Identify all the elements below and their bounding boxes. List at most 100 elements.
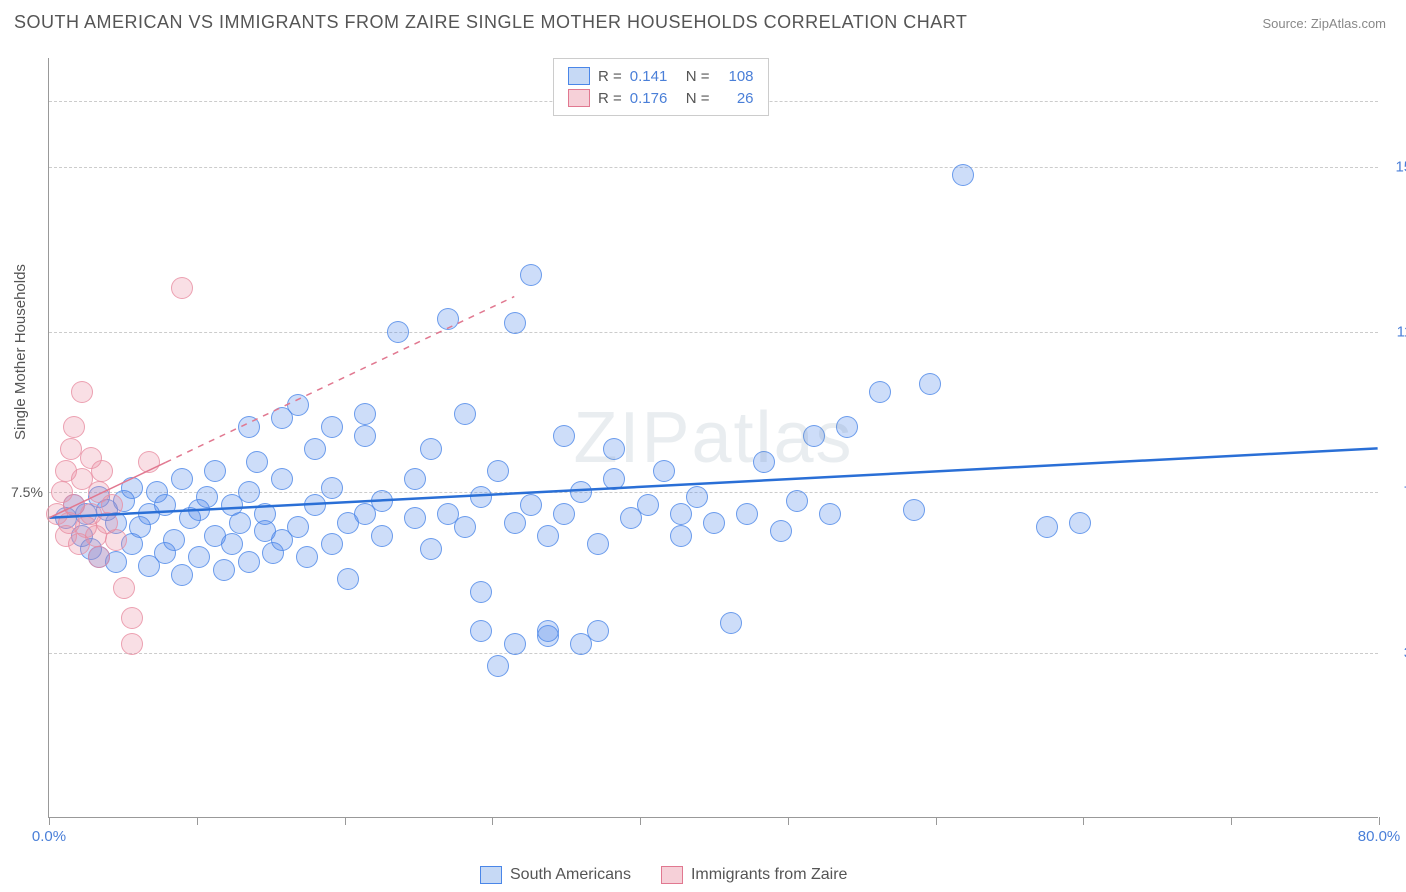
scatter-point — [213, 559, 235, 581]
scatter-point — [770, 520, 792, 542]
r-value: 0.176 — [630, 90, 678, 107]
n-label: N = — [686, 90, 710, 107]
scatter-point — [819, 503, 841, 525]
scatter-point — [537, 620, 559, 642]
scatter-point — [903, 499, 925, 521]
scatter-point — [670, 525, 692, 547]
x-tick — [49, 817, 50, 825]
scatter-point — [91, 460, 113, 482]
scatter-point — [869, 381, 891, 403]
scatter-point — [188, 546, 210, 568]
scatter-point — [371, 490, 393, 512]
scatter-point — [371, 525, 393, 547]
scatter-point — [736, 503, 758, 525]
gridline — [49, 167, 1378, 168]
x-tick — [788, 817, 789, 825]
scatter-point — [803, 425, 825, 447]
scatter-point — [587, 533, 609, 555]
scatter-point — [404, 507, 426, 529]
scatter-point — [919, 373, 941, 395]
scatter-point — [105, 529, 127, 551]
legend-stat-row: R = 0.176 N = 26 — [568, 87, 754, 109]
scatter-point — [1069, 512, 1091, 534]
legend-label: Immigrants from Zaire — [691, 866, 847, 884]
series-legend: South Americans Immigrants from Zaire — [480, 866, 847, 884]
y-tick-label: 3.8% — [1383, 644, 1406, 661]
y-tick-label: 15.0% — [1383, 158, 1406, 175]
x-axis-label: 80.0% — [1358, 828, 1401, 845]
scatter-point — [587, 620, 609, 642]
scatter-point — [686, 486, 708, 508]
scatter-point — [470, 486, 492, 508]
scatter-point — [171, 468, 193, 490]
scatter-point — [454, 403, 476, 425]
n-label: N = — [686, 68, 710, 85]
scatter-point — [520, 494, 542, 516]
scatter-point — [603, 468, 625, 490]
x-axis-label: 0.0% — [32, 828, 66, 845]
legend-swatch — [568, 67, 590, 85]
y-tick-label: 7.5% — [1383, 484, 1406, 501]
r-value: 0.141 — [630, 68, 678, 85]
scatter-point — [321, 533, 343, 555]
scatter-point — [470, 620, 492, 642]
scatter-point — [720, 612, 742, 634]
r-label: R = — [598, 90, 622, 107]
scatter-point — [271, 468, 293, 490]
scatter-point — [221, 533, 243, 555]
scatter-point — [171, 277, 193, 299]
scatter-point — [404, 468, 426, 490]
x-tick — [1083, 817, 1084, 825]
scatter-point — [420, 438, 442, 460]
scatter-point — [238, 551, 260, 573]
correlation-legend: R = 0.141 N = 108 R = 0.176 N = 26 — [553, 58, 769, 116]
y-tick-label: 11.2% — [1383, 323, 1406, 340]
scatter-point — [952, 164, 974, 186]
scatter-point — [354, 425, 376, 447]
scatter-point — [287, 516, 309, 538]
legend-swatch — [480, 866, 502, 884]
x-tick — [492, 817, 493, 825]
legend-stat-row: R =0.141N =108 — [568, 65, 754, 87]
legend-item: South Americans — [480, 866, 631, 884]
scatter-point — [520, 264, 542, 286]
scatter-point — [387, 321, 409, 343]
scatter-point — [304, 438, 326, 460]
scatter-point — [470, 581, 492, 603]
x-tick — [197, 817, 198, 825]
scatter-point — [321, 416, 343, 438]
scatter-point — [121, 477, 143, 499]
scatter-point — [163, 529, 185, 551]
scatter-point — [88, 546, 110, 568]
scatter-point — [553, 425, 575, 447]
scatter-point — [337, 568, 359, 590]
scatter-point — [271, 407, 293, 429]
source-attribution: Source: ZipAtlas.com — [1262, 16, 1386, 31]
gridline — [49, 653, 1378, 654]
scatter-point — [420, 538, 442, 560]
scatter-point — [753, 451, 775, 473]
scatter-point — [504, 633, 526, 655]
n-value: 26 — [718, 90, 754, 107]
scatter-point — [504, 312, 526, 334]
legend-item: Immigrants from Zaire — [661, 866, 847, 884]
scatter-point — [487, 655, 509, 677]
scatter-point — [121, 633, 143, 655]
scatter-point — [101, 494, 123, 516]
n-value: 108 — [718, 68, 754, 85]
y-axis-label: Single Mother Households — [12, 264, 29, 440]
legend-swatch — [568, 89, 590, 107]
x-tick — [640, 817, 641, 825]
scatter-point — [321, 477, 343, 499]
legend-label: South Americans — [510, 866, 631, 884]
x-tick — [1379, 817, 1380, 825]
gridline — [49, 332, 1378, 333]
scatter-point — [836, 416, 858, 438]
scatter-plot-area: ZIPatlas 3.8%7.5%11.2%15.0%7.5%0.0%80.0% — [48, 58, 1378, 818]
scatter-point — [637, 494, 659, 516]
legend-swatch — [661, 866, 683, 884]
scatter-point — [238, 481, 260, 503]
x-tick — [1231, 817, 1232, 825]
scatter-point — [786, 490, 808, 512]
scatter-point — [1036, 516, 1058, 538]
